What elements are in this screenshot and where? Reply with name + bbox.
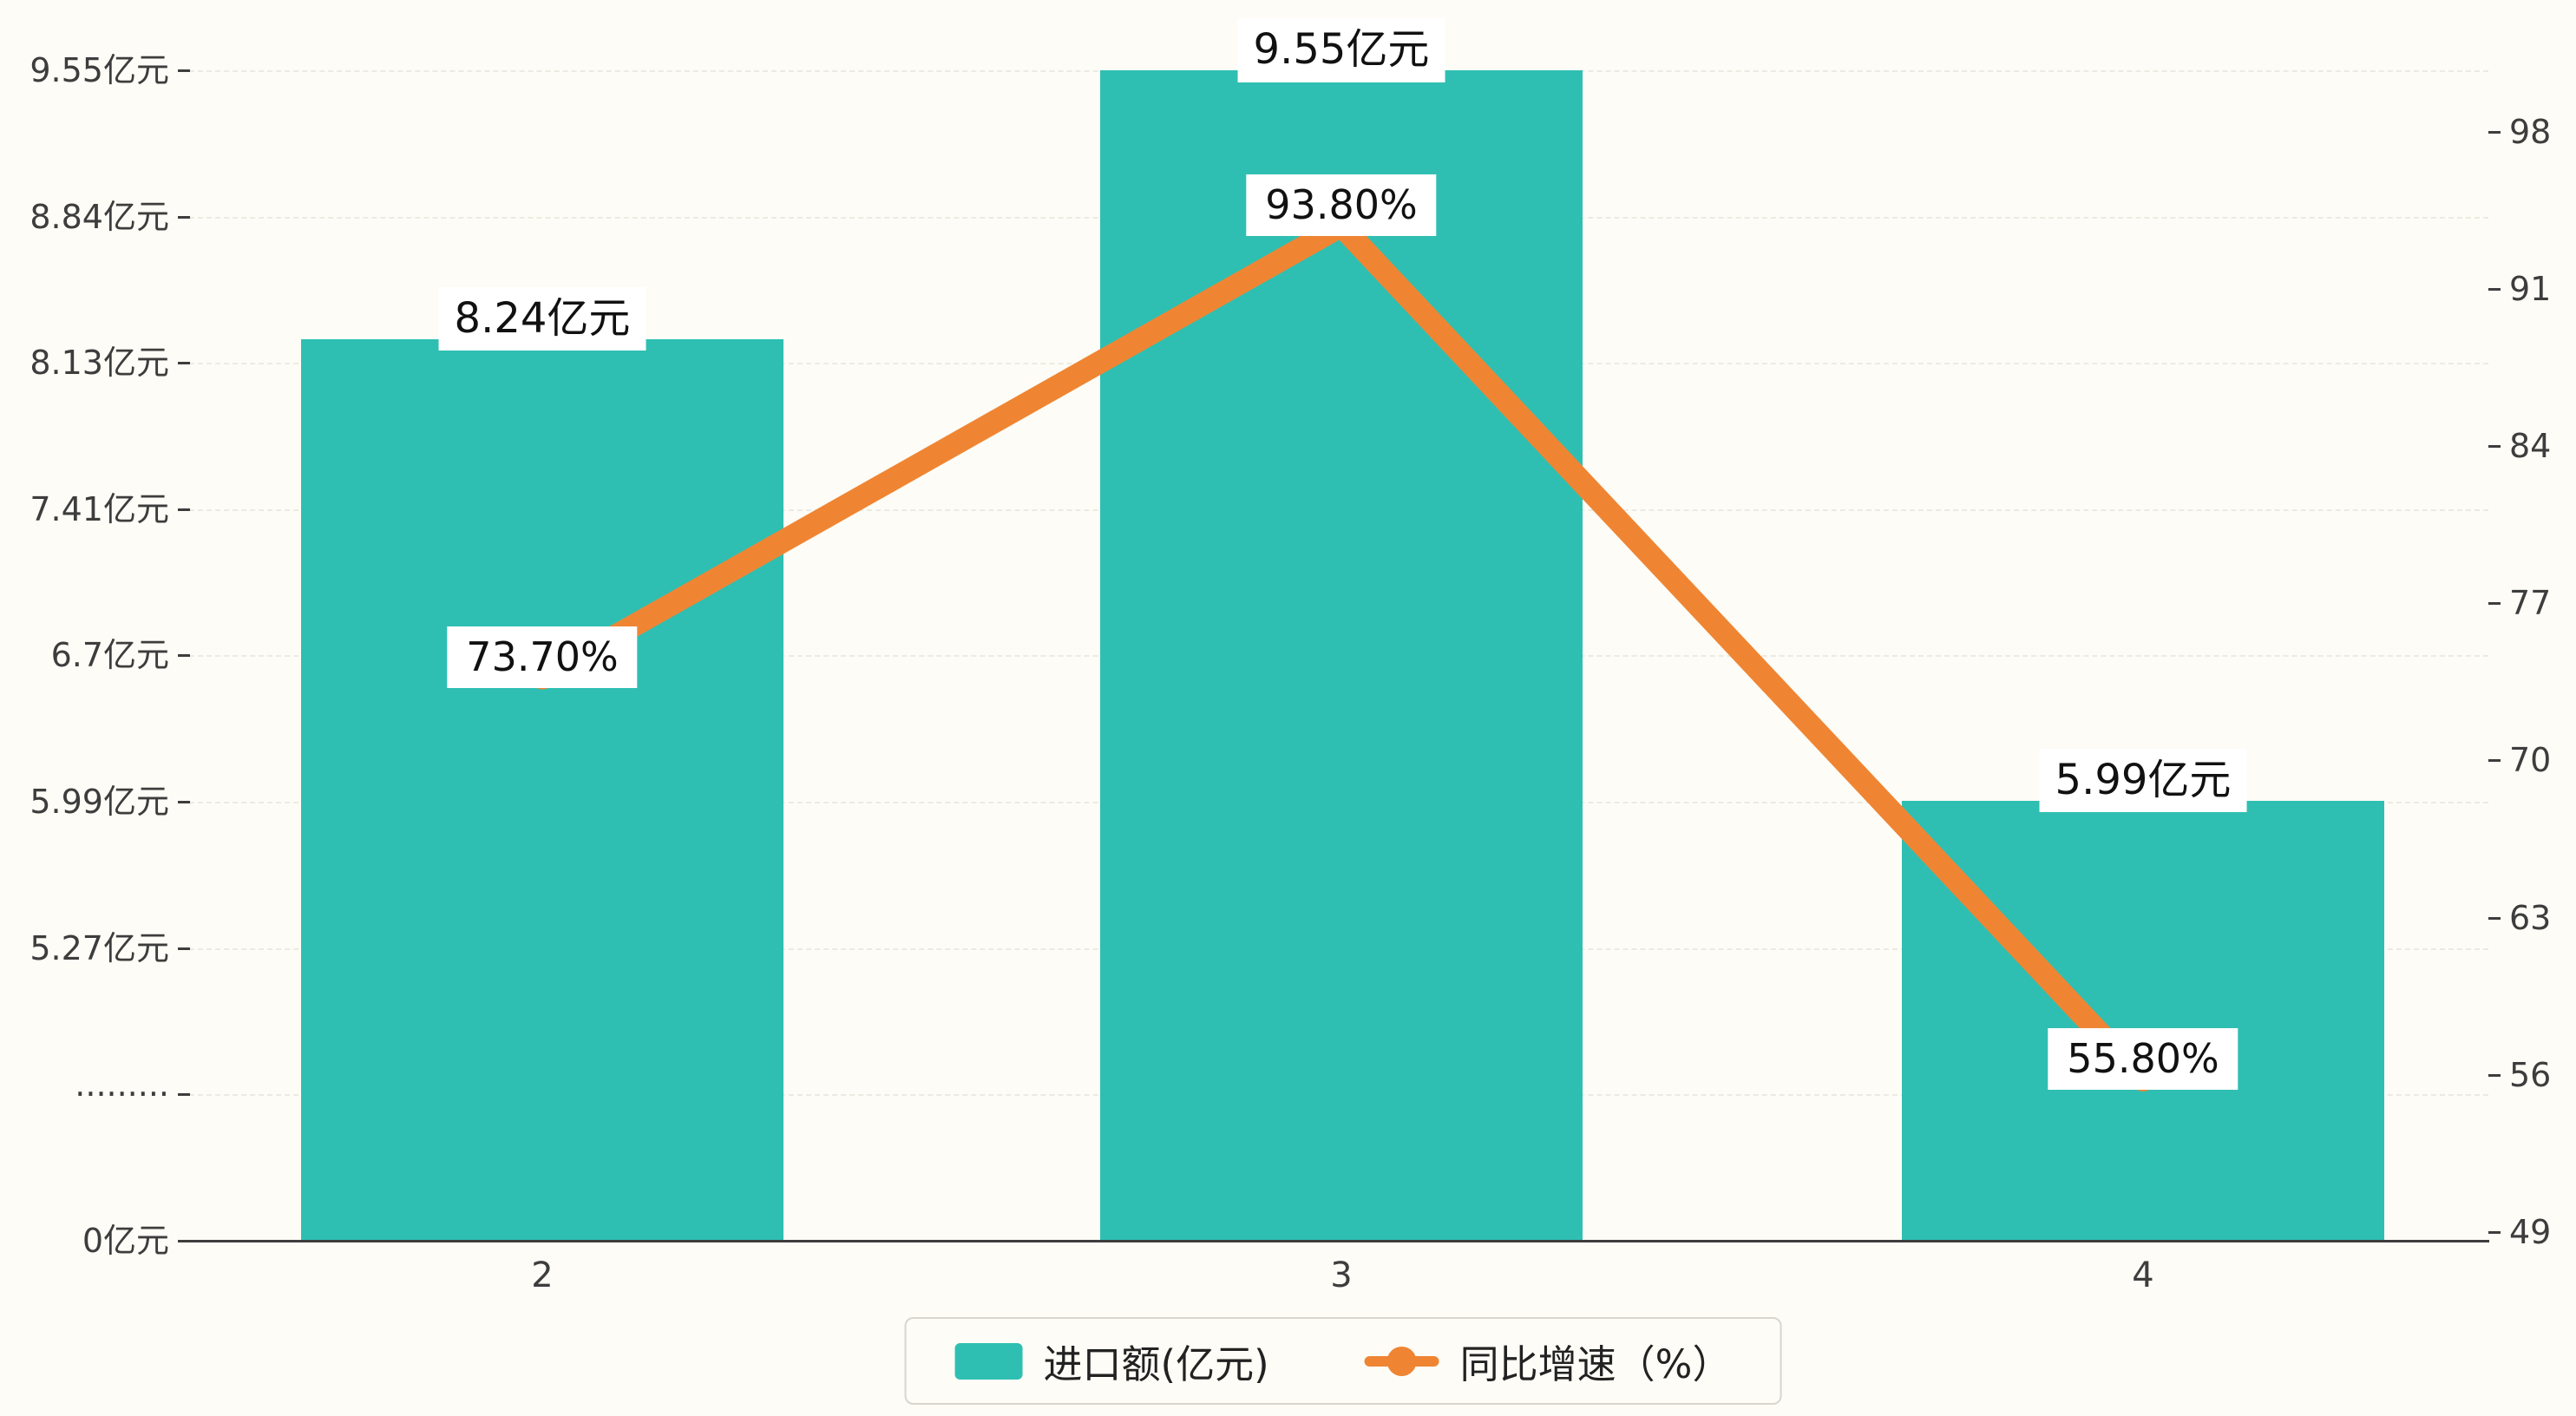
growth-point-label: 73.70% <box>447 626 638 688</box>
legend: 进口额(亿元) 同比增速（%） <box>904 1317 1782 1405</box>
line-marker-dot-icon <box>1386 1346 1417 1376</box>
y-left-tick-mark <box>178 1093 190 1097</box>
y-left-tick-mark <box>178 69 190 72</box>
y-left-tick-mark <box>178 801 190 804</box>
line-series-marker-icon <box>1364 1346 1439 1376</box>
bar-2[interactable] <box>301 338 783 1241</box>
y-right-tick-mark <box>2488 287 2501 291</box>
y-left-tick-label: 0亿元 <box>82 1222 169 1260</box>
x-axis-line <box>178 1240 2489 1242</box>
bar-4[interactable] <box>1902 800 2384 1241</box>
y-right-tick-mark <box>2488 1231 2501 1234</box>
y-left-tick-mark <box>178 508 190 511</box>
growth-point-label: 55.80% <box>2048 1027 2238 1091</box>
bar-series-swatch-icon <box>954 1342 1023 1380</box>
bar-3[interactable] <box>1100 70 1583 1241</box>
y-right-tick-label: 77 <box>2509 584 2552 623</box>
bar-value-label: 8.24亿元 <box>438 286 646 351</box>
legend-label-growth: 同比增速（%） <box>1459 1341 1732 1387</box>
y-left-tick-label: 9.55亿元 <box>29 50 169 89</box>
legend-item-imports[interactable]: 进口额(亿元) <box>954 1333 1269 1389</box>
y-left-tick-label: 8.13亿元 <box>29 344 169 383</box>
legend-label-imports: 进口额(亿元) <box>1043 1341 1269 1387</box>
y-right-tick-label: 70 <box>2509 741 2552 780</box>
y-left-tick-label: 5.27亿元 <box>29 928 169 967</box>
x-tick-label: 3 <box>1330 1255 1353 1295</box>
y-left-tick-label: 7.41亿元 <box>29 489 169 528</box>
growth-point-label: 93.80% <box>1246 174 1437 237</box>
y-left-tick-mark <box>178 362 190 365</box>
y-right-tick-label: 56 <box>2509 1055 2552 1094</box>
x-tick-label: 2 <box>531 1255 554 1295</box>
y-right-tick-mark <box>2488 602 2501 606</box>
y-left-tick-label: 8.84亿元 <box>29 197 169 236</box>
y-left-tick-label: 6.7亿元 <box>50 636 169 675</box>
y-right-tick-label: 84 <box>2509 426 2552 465</box>
y-left-tick-mark <box>178 947 190 950</box>
y-right-tick-label: 63 <box>2509 898 2552 937</box>
bar-value-label: 5.99亿元 <box>2039 748 2247 813</box>
y-right-tick-mark <box>2488 759 2501 763</box>
bar-value-label: 9.55亿元 <box>1237 18 1445 82</box>
y-right-tick-label: 98 <box>2509 112 2552 151</box>
y-right-tick-label: 91 <box>2509 269 2552 308</box>
y-right-tick-mark <box>2488 444 2501 448</box>
y-left-tick-mark <box>178 215 190 219</box>
legend-item-growth[interactable]: 同比增速（%） <box>1364 1333 1732 1389</box>
y-left-tick-label: ········· <box>75 1075 169 1114</box>
x-tick-label: 4 <box>2132 1255 2154 1295</box>
y-right-tick-label: 49 <box>2509 1213 2552 1251</box>
y-left-tick-label: 5.99亿元 <box>29 783 169 822</box>
y-right-tick-mark <box>2488 130 2501 134</box>
y-right-tick-mark <box>2488 916 2501 920</box>
y-right-tick-mark <box>2488 1073 2501 1077</box>
y-left-tick-mark <box>178 654 190 658</box>
